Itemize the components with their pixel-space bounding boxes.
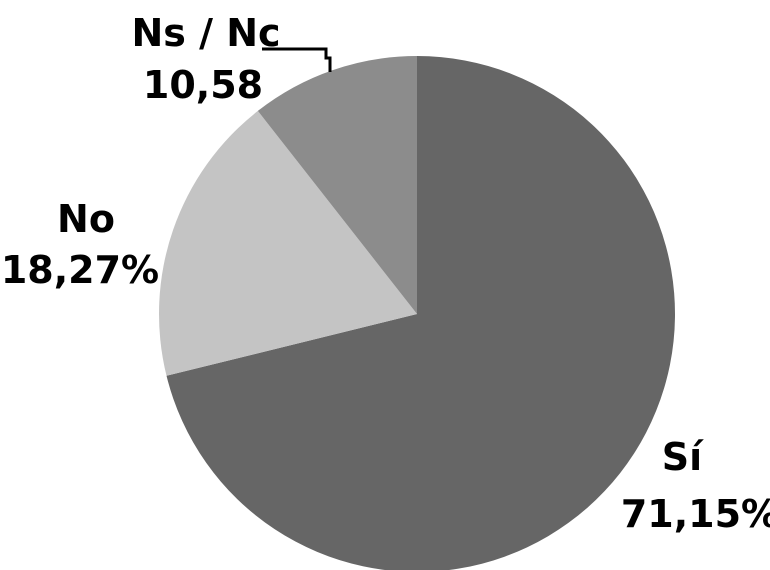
slice-label-no: No — [57, 197, 115, 241]
slice-value-ns-nc: 10,58 — [143, 63, 263, 107]
pie-slices — [159, 56, 675, 570]
slice-label-ns-nc: Ns / Nc — [131, 11, 280, 55]
slice-value-no: 18,27% — [1, 248, 159, 292]
slice-label-si: Sí — [662, 435, 704, 479]
slice-no — [159, 110, 417, 376]
slice-value-si: 71,15% — [621, 492, 770, 536]
ns-nc-leader-line — [262, 47, 332, 72]
slice-ns-nc — [257, 56, 417, 314]
slice-si — [166, 56, 675, 570]
